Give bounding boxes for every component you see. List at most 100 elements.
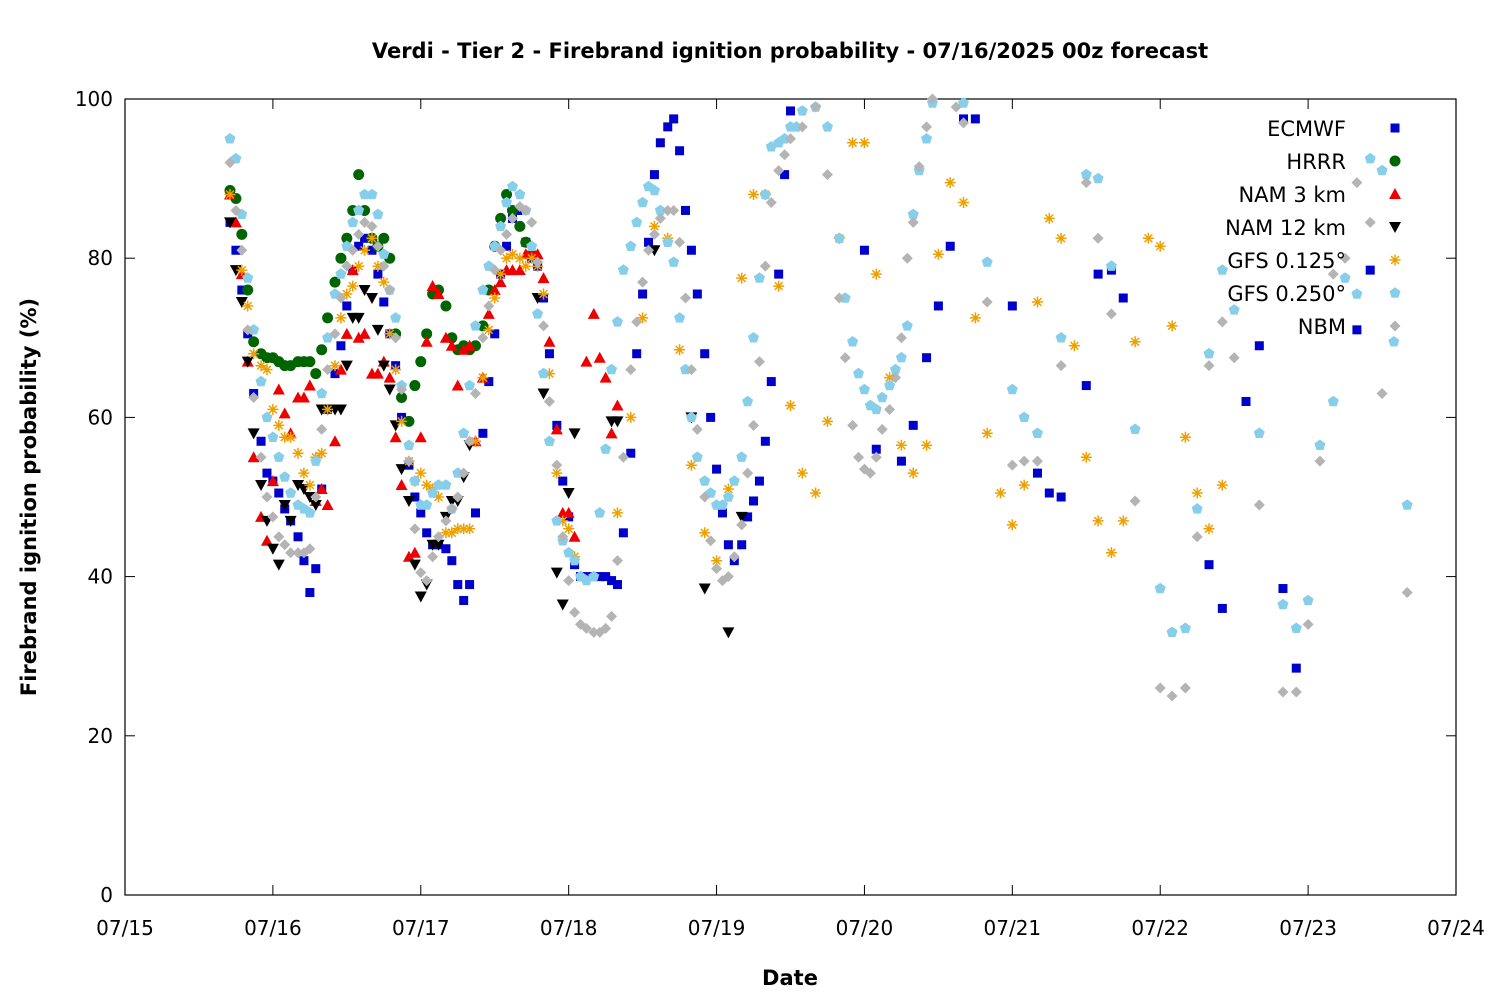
- point-gfs-0-125: [421, 479, 433, 491]
- point-gfs-0-125: [366, 232, 378, 244]
- point-gfs-0-125: [1117, 515, 1129, 527]
- point-gfs-0-250: [440, 479, 452, 490]
- point-nam-3-km: [321, 498, 334, 510]
- point-nam-12-km: [377, 360, 390, 372]
- point-nbm: [1055, 360, 1067, 372]
- point-gfs-0-250: [895, 351, 907, 363]
- point-gfs-0-250: [372, 208, 384, 220]
- point-hrrr: [396, 392, 408, 403]
- point-gfs-0-250: [347, 216, 359, 228]
- point-gfs-0-125: [543, 368, 555, 380]
- point-nbm: [316, 423, 328, 435]
- point-nbm: [1191, 531, 1203, 543]
- point-gfs-0-250: [224, 133, 236, 144]
- point-hrrr: [329, 276, 341, 288]
- point-ecmwf: [749, 496, 759, 506]
- point-gfs-0-125: [1032, 296, 1043, 308]
- point-gfs-0-125: [1006, 519, 1018, 531]
- point-ecmwf: [922, 353, 932, 363]
- point-nbm: [304, 543, 316, 555]
- point-nbm: [372, 240, 384, 252]
- point-ecmwf: [675, 146, 685, 156]
- point-nbm: [870, 451, 882, 463]
- point-gfs-0-125: [551, 467, 563, 479]
- point-nam-3-km: [531, 248, 544, 260]
- point-nam-3-km: [587, 307, 600, 319]
- legend-label-nam-3-km: NAM 3 km: [1238, 183, 1346, 207]
- point-gfs-0-250: [1129, 423, 1141, 434]
- point-gfs-0-250: [532, 308, 544, 319]
- point-nbm: [625, 364, 637, 376]
- point-gfs-0-125: [1216, 479, 1228, 491]
- point-gfs-0-250: [870, 403, 882, 415]
- point-ecmwf: [354, 241, 364, 251]
- point-nam-3-km: [550, 423, 563, 435]
- point-ecmwf: [1352, 325, 1362, 335]
- point-gfs-0-125: [1142, 232, 1154, 244]
- point-gfs-0-125: [685, 459, 697, 471]
- point-ecmwf: [743, 512, 753, 522]
- point-nbm: [526, 216, 538, 228]
- point-nbm: [1006, 459, 1018, 471]
- point-ecmwf: [262, 468, 272, 478]
- point-hrrr: [316, 344, 328, 356]
- point-ecmwf: [712, 464, 722, 474]
- point-gfs-0-250: [648, 184, 660, 196]
- point-ecmwf: [274, 488, 284, 498]
- point-hrrr: [353, 169, 365, 181]
- point-nbm: [839, 352, 851, 364]
- point-nbm: [876, 423, 888, 435]
- point-gfs-0-250: [907, 208, 919, 220]
- point-ecmwf: [723, 540, 733, 550]
- point-nbm: [654, 212, 666, 224]
- point-nbm: [1154, 682, 1166, 694]
- point-nbm: [384, 284, 396, 296]
- point-gfs-0-250: [538, 367, 549, 379]
- point-nbm: [341, 260, 353, 272]
- point-nam-3-km: [303, 379, 316, 391]
- point-nam-3-km: [272, 383, 285, 395]
- point-ecmwf: [754, 476, 764, 486]
- point-gfs-0-250: [1401, 499, 1413, 510]
- point-nbm: [643, 244, 655, 256]
- point-gfs-0-250: [378, 248, 390, 259]
- point-nbm: [796, 121, 808, 133]
- point-nam-3-km: [329, 435, 342, 447]
- series-nbm: [224, 93, 1413, 702]
- point-gfs-0-125: [722, 483, 734, 495]
- point-gfs-0-250: [1080, 168, 1092, 180]
- point-nbm: [378, 260, 390, 272]
- point-ecmwf: [638, 289, 648, 299]
- point-hrrr: [514, 220, 526, 232]
- point-hrrr: [477, 320, 489, 332]
- point-gfs-0-125: [224, 189, 236, 200]
- x-tick-label: 07/20: [836, 916, 894, 940]
- point-nbm: [847, 419, 859, 431]
- point-gfs-0-250: [901, 320, 913, 331]
- point-nam-3-km: [457, 343, 470, 355]
- point-gfs-0-250: [742, 395, 754, 407]
- point-gfs-0-125: [464, 523, 476, 535]
- point-ecmwf: [470, 508, 480, 518]
- point-gfs-0-125: [1055, 232, 1067, 244]
- point-nam-3-km: [568, 530, 581, 542]
- legend-label-nbm: NBM: [1298, 315, 1346, 339]
- point-nbm: [427, 551, 439, 563]
- point-gfs-0-250: [464, 379, 476, 391]
- point-nam-3-km: [247, 451, 260, 463]
- point-gfs-0-250: [594, 507, 606, 518]
- x-tick-label: 07/22: [1131, 916, 1189, 940]
- point-gfs-0-125: [995, 487, 1006, 499]
- point-gfs-0-250: [470, 320, 481, 331]
- point-nbm: [477, 332, 489, 344]
- point-nbm: [588, 626, 600, 638]
- point-gfs-0-250: [433, 479, 444, 490]
- point-gfs-0-125: [378, 276, 390, 288]
- legend-marker-nbm: [1389, 320, 1401, 332]
- point-nbm: [884, 403, 896, 415]
- point-gfs-0-250: [691, 451, 703, 462]
- point-ecmwf: [780, 170, 790, 180]
- point-nbm: [926, 93, 938, 105]
- point-gfs-0-250: [981, 256, 993, 267]
- point-gfs-0-250: [853, 367, 864, 379]
